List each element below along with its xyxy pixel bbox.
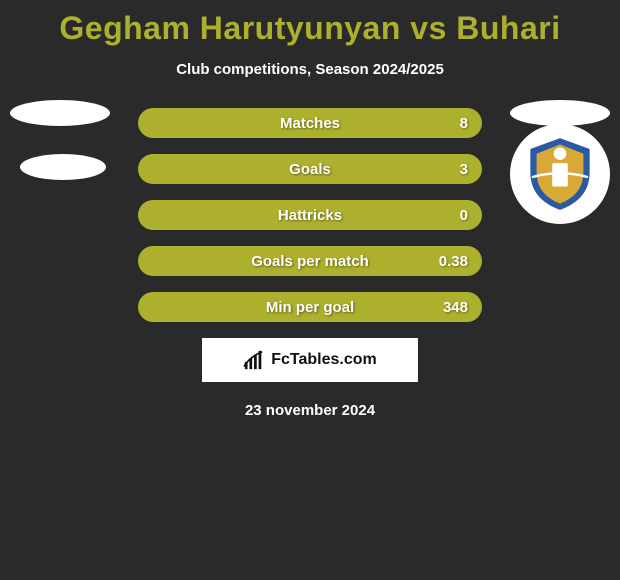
subtitle: Club competitions, Season 2024/2025 [0,61,620,78]
stat-label: Goals per match [202,253,418,270]
branding-text: FcTables.com [271,351,377,369]
stat-row: Goals per match 0.38 [138,246,482,276]
date-label: 23 november 2024 [0,402,620,419]
player-left-avatar [10,100,110,200]
stat-row: Min per goal 348 [138,292,482,322]
stat-row: Matches 8 [138,108,482,138]
avatar-placeholder-icon [510,100,610,126]
branding-badge: FcTables.com [202,338,418,382]
stat-value-right: 0 [418,207,468,224]
club-crest-icon [510,124,610,224]
stat-label: Goals [202,161,418,178]
player-right-avatar [510,100,610,200]
page-title: Gegham Harutyunyan vs Buhari [0,0,620,47]
stats-bars: Matches 8 Goals 3 Hattricks 0 Goals per … [138,108,482,322]
stat-label: Min per goal [202,299,418,316]
avatar-placeholder-icon [20,154,106,180]
stat-value-right: 3 [418,161,468,178]
avatar-placeholder-icon [10,100,110,126]
bars-chart-icon [243,349,265,371]
stat-value-right: 0.38 [418,253,468,270]
stat-label: Matches [202,115,418,132]
stat-value-right: 8 [418,115,468,132]
stat-row: Goals 3 [138,154,482,184]
stat-label: Hattricks [202,207,418,224]
stat-row: Hattricks 0 [138,200,482,230]
stat-value-right: 348 [418,299,468,316]
comparison-panel: Matches 8 Goals 3 Hattricks 0 Goals per … [0,108,620,419]
